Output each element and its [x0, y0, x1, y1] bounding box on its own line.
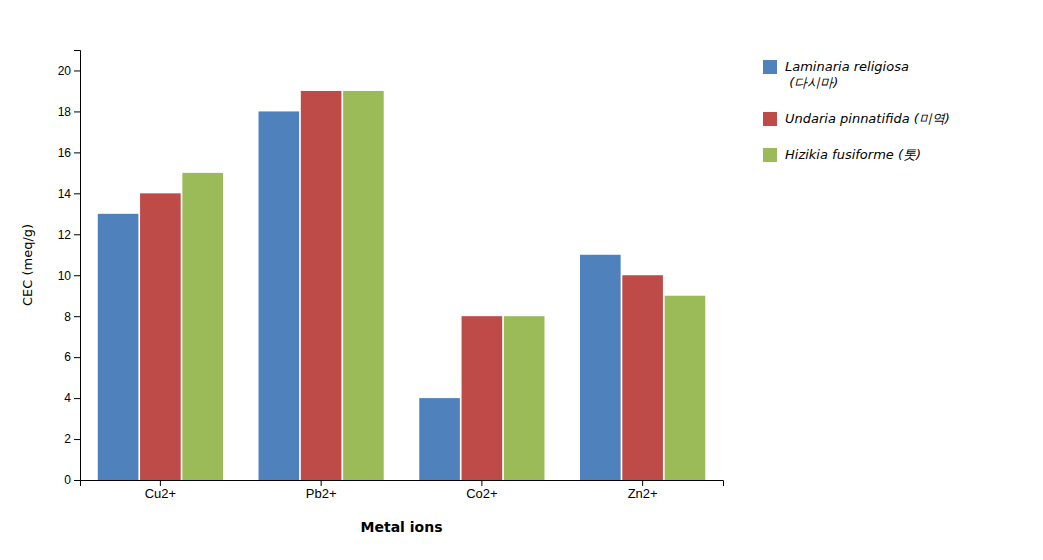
- y-tick-label: 20: [58, 64, 72, 78]
- bar: [504, 316, 545, 480]
- x-tick-label: Zn2+: [628, 486, 658, 501]
- y-tick: 18: [58, 105, 80, 119]
- bar: [622, 275, 663, 480]
- legend-swatch: [763, 60, 777, 74]
- legend-swatch: [763, 148, 777, 162]
- x-axis-title: Metal ions: [361, 519, 443, 535]
- legend-label: Undaria pinnatifida (미역): [785, 111, 950, 126]
- bar: [301, 91, 342, 480]
- bar: [580, 255, 621, 480]
- y-tick-label: 18: [58, 105, 72, 119]
- x-tick-mark: [321, 480, 322, 486]
- legend-swatch: [763, 112, 777, 126]
- y-tick-label: 2: [64, 432, 71, 446]
- x-tick-mark: [481, 480, 482, 486]
- y-tick-mark: [74, 480, 80, 481]
- legend-item: Hizikia fusiforme (톳): [763, 147, 921, 162]
- y-axis-title: CEC (meq/g): [20, 224, 35, 306]
- legend: Laminaria religiosa (다시마) Undaria pinnati…: [763, 59, 950, 162]
- y-axis-line: [74, 51, 81, 481]
- x-tick: Zn2+: [628, 480, 658, 501]
- y-tick-mark: [74, 234, 80, 235]
- x-axis: Cu2+ Pb2+ Co2+ Zn2+: [81, 480, 724, 501]
- bar: [259, 111, 300, 480]
- y-tick-label: 0: [64, 473, 71, 487]
- y-tick-label: 16: [58, 146, 72, 160]
- y-tick-mark: [74, 439, 80, 440]
- y-tick-mark: [74, 316, 80, 317]
- y-tick-label: 8: [64, 310, 71, 324]
- bar: [182, 173, 223, 480]
- y-tick-label: 6: [64, 350, 71, 364]
- x-tick: Pb2+: [306, 480, 337, 501]
- y-tick-mark: [74, 193, 80, 194]
- y-tick-label: 14: [58, 187, 72, 201]
- y-tick-mark: [74, 111, 80, 112]
- y-tick: 8: [64, 310, 80, 324]
- legend-item: Undaria pinnatifida (미역): [763, 111, 950, 126]
- y-tick: 16: [58, 146, 80, 160]
- bar: [419, 398, 460, 480]
- bar: [98, 214, 139, 480]
- y-axis: 0 2 4 6 8 10 12 14 16 18 20: [58, 51, 81, 488]
- bar: [462, 316, 503, 480]
- bar: [140, 193, 181, 480]
- bar: [343, 91, 384, 480]
- y-tick-mark: [74, 152, 80, 153]
- legend-label: Hizikia fusiforme (톳): [785, 147, 921, 162]
- y-tick-mark: [74, 398, 80, 399]
- legend-label: Laminaria religiosa (다시마): [785, 59, 909, 90]
- y-tick-label: 10: [58, 269, 72, 283]
- y-tick: 12: [58, 228, 80, 242]
- y-tick: 20: [58, 64, 80, 78]
- y-tick-mark: [74, 70, 80, 71]
- bar-series: [140, 91, 663, 480]
- y-tick-label: 4: [64, 391, 71, 405]
- y-tick: 6: [64, 350, 80, 364]
- chart: 0 2 4 6 8 10 12 14 16 18 20 Cu2+ Pb2+ Co2+ Zn2+ Metal i…: [0, 0, 1043, 560]
- legend-item: Laminaria religiosa (다시마): [763, 59, 909, 90]
- bar: [665, 296, 706, 480]
- y-tick: 4: [64, 391, 80, 405]
- x-tick-mark: [160, 480, 161, 486]
- x-tick-label: Pb2+: [306, 486, 337, 501]
- x-tick: Co2+: [466, 480, 497, 501]
- y-tick-label: 12: [58, 228, 72, 242]
- y-tick: 10: [58, 269, 80, 283]
- plot: 0 2 4 6 8 10 12 14 16 18 20 Cu2+ Pb2+ Co2+ Zn2+: [58, 51, 724, 502]
- y-tick: 2: [64, 432, 80, 446]
- x-tick-label: Cu2+: [145, 486, 176, 501]
- x-tick-label: Co2+: [466, 486, 497, 501]
- bars: [98, 91, 705, 480]
- y-tick: 14: [58, 187, 80, 201]
- bar-series: [182, 91, 705, 480]
- x-tick: Cu2+: [145, 480, 176, 501]
- y-tick: 0: [64, 473, 80, 487]
- x-tick-mark: [642, 480, 643, 486]
- y-tick-mark: [74, 357, 80, 358]
- y-tick-mark: [74, 275, 80, 276]
- x-axis-line: [81, 481, 724, 487]
